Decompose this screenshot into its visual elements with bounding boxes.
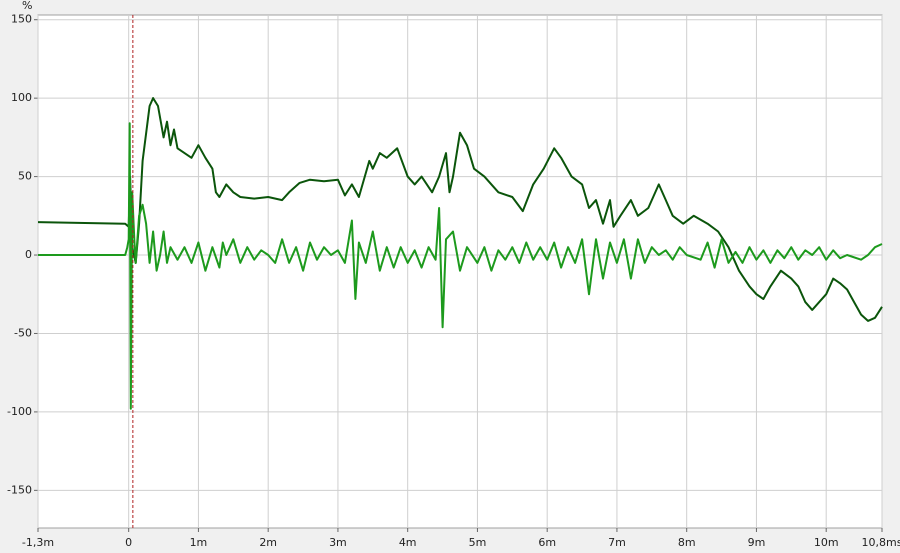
x-tick-label: 10m [814, 536, 839, 549]
x-tick-label: 2m [259, 536, 277, 549]
y-axis-label: % [22, 0, 32, 12]
y-tick-label: 0 [25, 248, 32, 261]
x-tick-label: -1,3m [22, 536, 54, 549]
y-tick-label: -100 [7, 405, 32, 418]
x-tick-label: 5m [469, 536, 487, 549]
y-tick-label: -150 [7, 483, 32, 496]
y-tick-label: 150 [11, 13, 32, 26]
x-tick-label: 4m [399, 536, 417, 549]
series-line [37, 97, 883, 322]
y-tick-label: 50 [18, 170, 32, 183]
y-tick-label: 100 [11, 91, 32, 104]
x-tick-label: 10,8ms [862, 536, 900, 549]
x-tick-label: 8m [678, 536, 696, 549]
series-line [38, 122, 883, 410]
y-tick-label: -50 [14, 326, 32, 339]
x-tick-label: 6m [538, 536, 556, 549]
x-tick-label: 7m [608, 536, 626, 549]
x-tick-label: 9m [748, 536, 766, 549]
x-tick-label: 1m [190, 536, 208, 549]
x-tick-label: 3m [329, 536, 347, 549]
x-tick-label: 0 [125, 536, 132, 549]
